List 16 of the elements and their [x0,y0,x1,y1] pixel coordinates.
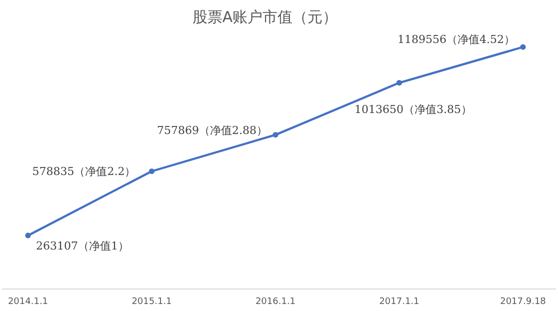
point [520,44,526,50]
x-tick-label: 2014.1.1 [8,297,48,307]
data-label: 757869（净值2.88） [157,124,268,137]
chart-title: 股票A账户市值（元） [192,8,338,26]
point [148,168,155,174]
data-label: 1013650（净值3.85） [354,102,472,116]
point [25,232,31,238]
x-tick-label: 2017.9.18 [500,297,546,307]
point [272,132,278,138]
x-tick-label: 2017.1.1 [379,297,420,307]
data-label: 578835（净值2.2） [32,165,136,178]
data-label: 263107（净值1） [36,239,129,252]
data-label: 1189556（净值4.52） [398,33,515,46]
x-tick-label: 2016.1.1 [255,297,296,307]
point [396,80,402,86]
x-tick-label: 2015.1.1 [132,297,172,307]
